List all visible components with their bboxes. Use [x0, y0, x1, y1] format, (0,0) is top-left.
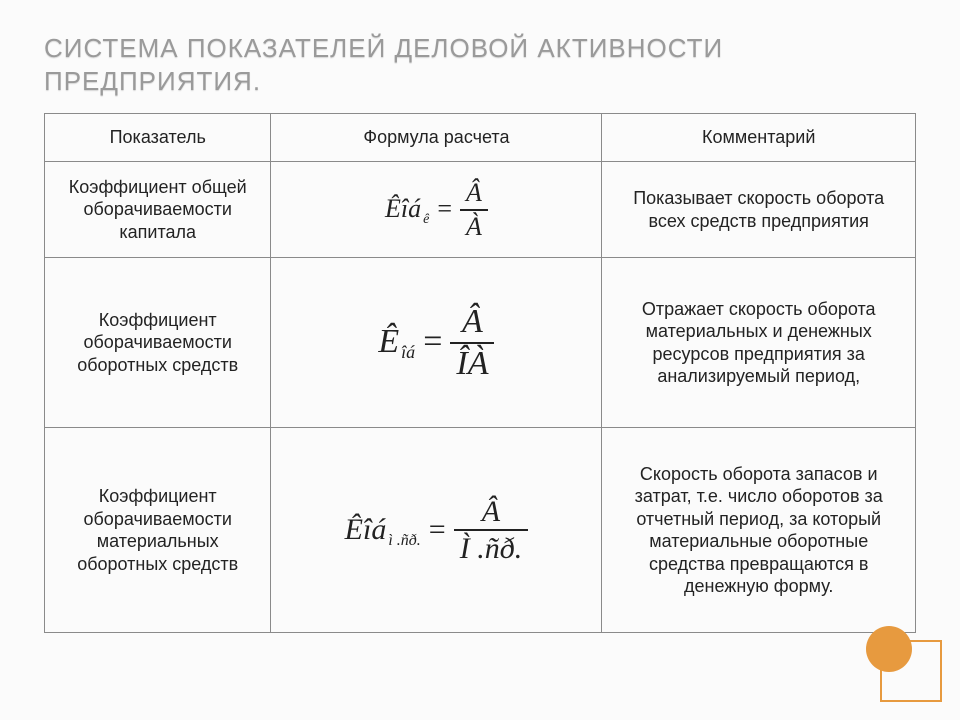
fraction-bar [454, 529, 529, 531]
numerator: Â [456, 304, 489, 340]
numerator: Â [460, 179, 488, 206]
col-indicator: Показатель [45, 114, 271, 162]
formula: Ê îá = Â ÎÀ [378, 304, 494, 381]
equals-sign: = [437, 193, 452, 226]
denominator: ÎÀ [450, 346, 494, 382]
formula-lhs-main: Ê [378, 321, 399, 364]
formula-lhs-sub: ê [423, 211, 429, 229]
numerator: Â [476, 496, 506, 528]
comment-cell: Отражает скорость оборота материальных и… [602, 258, 916, 428]
formula-cell: Ê îá = Â ÎÀ [271, 258, 602, 428]
formula: Êîá ê = Â À [385, 179, 488, 240]
denominator: Ì .ñð. [454, 533, 529, 565]
fraction-bar [450, 342, 494, 344]
col-comment: Комментарий [602, 114, 916, 162]
formula-cell: Êîá ê = Â À [271, 162, 602, 258]
fraction: Â ÎÀ [450, 304, 494, 381]
formula-lhs-main: Êîá [345, 511, 387, 549]
square-icon [880, 640, 942, 702]
page-title: СИСТЕМА ПОКАЗАТЕЛЕЙ ДЕЛОВОЙ АКТИВНОСТИ П… [44, 32, 916, 97]
equals-sign: = [423, 321, 442, 364]
formula-lhs-sub: ì .ñð. [388, 531, 420, 551]
formula-lhs-sub: îá [401, 341, 415, 364]
formula-lhs-main: Êîá [385, 193, 421, 226]
formula-cell: Êîá ì .ñð. = Â Ì .ñð. [271, 428, 602, 633]
table-header-row: Показатель Формула расчета Комментарий [45, 114, 916, 162]
indicator-cell: Коэффициент оборачиваемости материальных… [45, 428, 271, 633]
denominator: À [460, 213, 488, 240]
fraction-bar [460, 209, 488, 211]
fraction: Â À [460, 179, 488, 240]
col-formula: Формула расчета [271, 114, 602, 162]
comment-cell: Скорость оборота запасов и затрат, т.е. … [602, 428, 916, 633]
table-row: Коэффициент оборачиваемости оборотных ср… [45, 258, 916, 428]
table-row: Коэффициент оборачиваемости материальных… [45, 428, 916, 633]
indicator-cell: Коэффициент общей оборачиваемости капита… [45, 162, 271, 258]
indicators-table: Показатель Формула расчета Комментарий К… [44, 113, 916, 633]
fraction: Â Ì .ñð. [454, 496, 529, 565]
formula: Êîá ì .ñð. = Â Ì .ñð. [345, 496, 529, 565]
equals-sign: = [429, 511, 446, 549]
indicator-cell: Коэффициент оборачиваемости оборотных ср… [45, 258, 271, 428]
table-row: Коэффициент общей оборачиваемости капита… [45, 162, 916, 258]
corner-decoration [872, 632, 942, 702]
comment-cell: Показывает скорость оборота всех средств… [602, 162, 916, 258]
slide: СИСТЕМА ПОКАЗАТЕЛЕЙ ДЕЛОВОЙ АКТИВНОСТИ П… [0, 0, 960, 720]
